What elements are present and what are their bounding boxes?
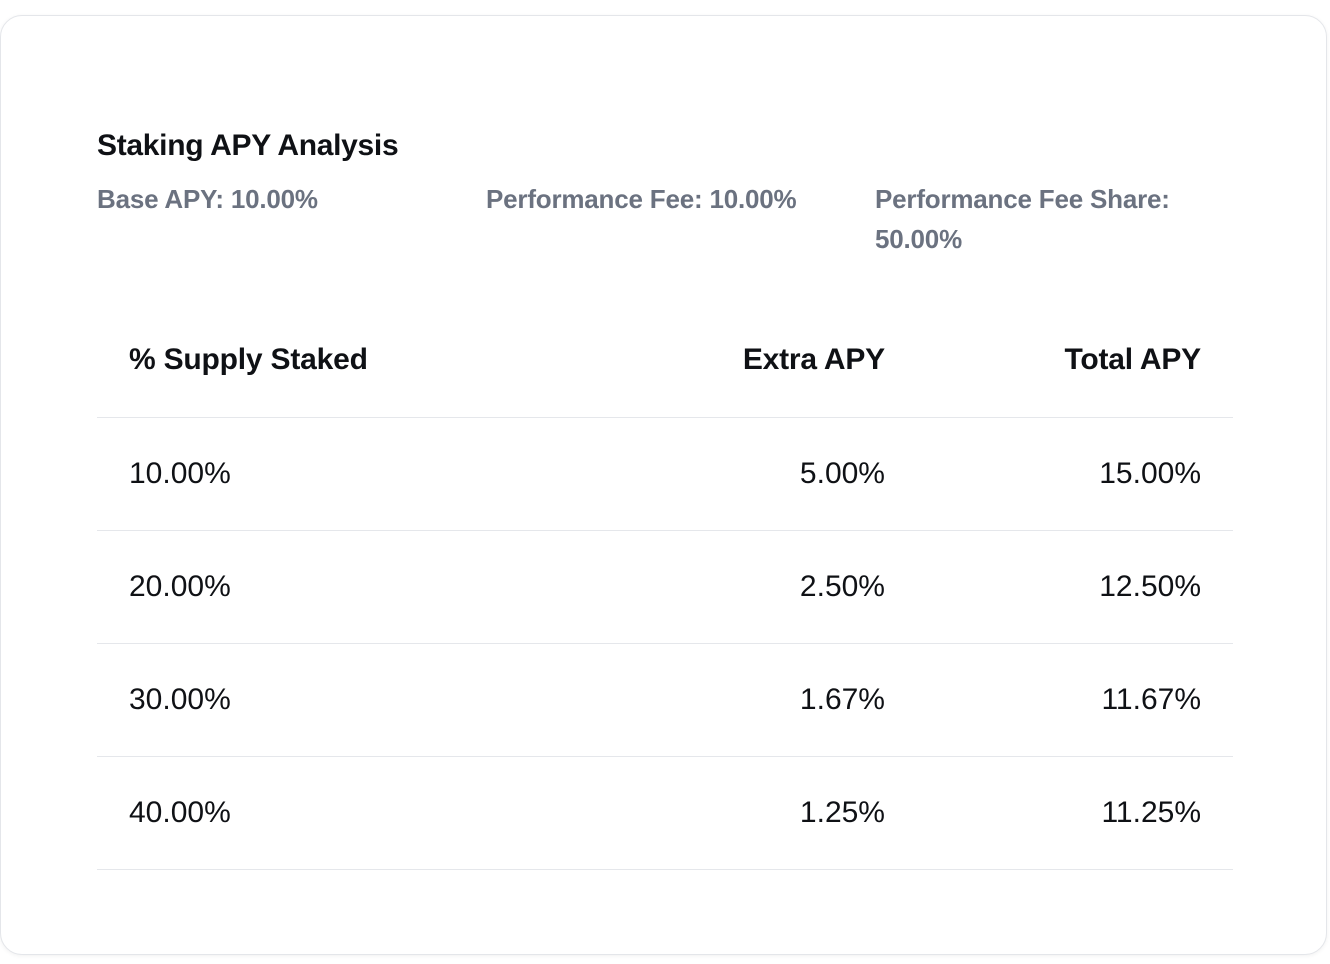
stat-label: Performance Fee: xyxy=(486,184,703,214)
cell-supply-staked: 10.00% xyxy=(97,417,457,531)
cell-total-apy: 15.00% xyxy=(917,417,1233,531)
table-header: % Supply Staked Extra APY Total APY xyxy=(97,304,1233,418)
header-extra-apy: Extra APY xyxy=(457,304,917,418)
table-row: 20.00% 2.50% 12.50% xyxy=(97,530,1233,644)
header-total-apy: Total APY xyxy=(917,304,1233,418)
header-supply-staked: % Supply Staked xyxy=(97,304,457,418)
staking-apy-card: Staking APY Analysis Base APY: 10.00% Pe… xyxy=(0,15,1327,955)
cell-extra-apy: 1.25% xyxy=(457,756,917,870)
cell-extra-apy: 2.50% xyxy=(457,530,917,644)
stat-performance-fee-share: Performance Fee Share: 50.00% xyxy=(875,179,1195,259)
stat-label: Performance Fee Share: xyxy=(875,184,1170,214)
cell-extra-apy: 1.67% xyxy=(457,643,917,757)
cell-supply-staked: 40.00% xyxy=(97,756,457,870)
table-row: 10.00% 5.00% 15.00% xyxy=(97,417,1233,531)
cell-extra-apy: 5.00% xyxy=(457,417,917,531)
header-row: % Supply Staked Extra APY Total APY xyxy=(97,304,1233,418)
stat-base-apy: Base APY: 10.00% xyxy=(97,179,486,259)
cell-supply-staked: 30.00% xyxy=(97,643,457,757)
cell-total-apy: 12.50% xyxy=(917,530,1233,644)
table-body: 10.00% 5.00% 15.00% 20.00% 2.50% 12.50% … xyxy=(97,417,1233,870)
cell-total-apy: 11.25% xyxy=(917,756,1233,870)
apy-table: % Supply Staked Extra APY Total APY 10.0… xyxy=(97,304,1233,870)
stat-label: Base APY: xyxy=(97,184,224,214)
table-row: 40.00% 1.25% 11.25% xyxy=(97,756,1233,870)
card-title: Staking APY Analysis xyxy=(97,129,399,162)
stat-value: 50.00% xyxy=(875,224,962,254)
table-row: 30.00% 1.67% 11.67% xyxy=(97,643,1233,757)
cell-total-apy: 11.67% xyxy=(917,643,1233,757)
cell-supply-staked: 20.00% xyxy=(97,530,457,644)
stat-performance-fee: Performance Fee: 10.00% xyxy=(486,179,875,259)
stats-row: Base APY: 10.00% Performance Fee: 10.00%… xyxy=(97,179,1233,259)
stat-value: 10.00% xyxy=(709,184,797,214)
stat-value: 10.00% xyxy=(230,184,318,214)
